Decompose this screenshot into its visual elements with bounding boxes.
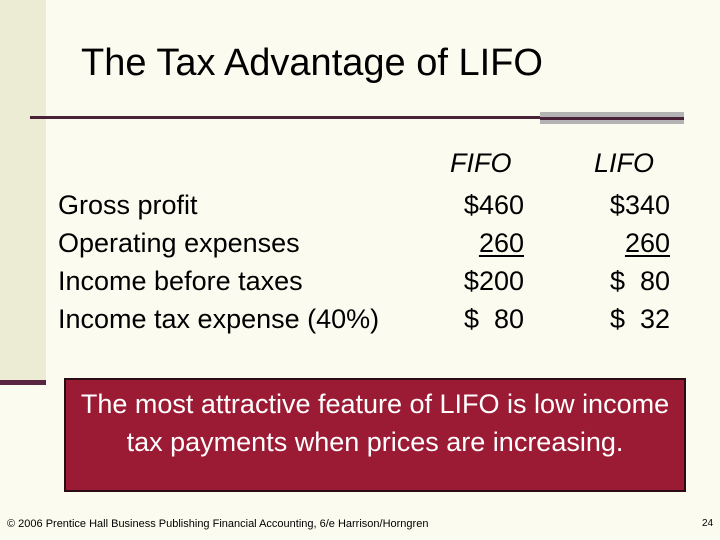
slide-title: The Tax Advantage of LIFO [81, 42, 543, 84]
cell-lifo-income-before-taxes: $ 80 [609, 266, 670, 296]
cell-fifo-gross-profit: $460 [463, 190, 524, 220]
title-underline-rule [30, 116, 540, 119]
cell-lifo-income-tax-expense: $ 32 [609, 304, 670, 334]
row-label-income-before-taxes: Income before taxes [58, 266, 303, 296]
row-label-operating-expenses: Operating expenses [58, 228, 300, 258]
callout-text: The most attractive feature of LIFO is l… [80, 389, 670, 457]
footer-copyright: © 2006 Prentice Hall Business Publishing… [7, 518, 429, 530]
column-header-fifo: FIFO [450, 148, 512, 178]
cell-fifo-income-tax-expense: $ 80 [463, 304, 524, 334]
callout-box: The most attractive feature of LIFO is l… [64, 378, 686, 492]
left-decorative-band [0, 0, 46, 380]
row-label-income-tax-expense: Income tax expense (40%) [58, 304, 380, 334]
cell-lifo-operating-expenses: 260 [624, 228, 670, 258]
cell-fifo-income-before-taxes: $200 [463, 266, 524, 296]
title-rule-accent [540, 112, 684, 124]
column-header-lifo: LIFO [594, 148, 655, 178]
cell-lifo-gross-profit: $340 [609, 190, 670, 220]
left-band-edge [0, 380, 46, 385]
row-label-gross-profit: Gross profit [58, 190, 198, 220]
page-number: 24 [702, 518, 714, 529]
cell-fifo-operating-expenses: 260 [478, 228, 524, 258]
